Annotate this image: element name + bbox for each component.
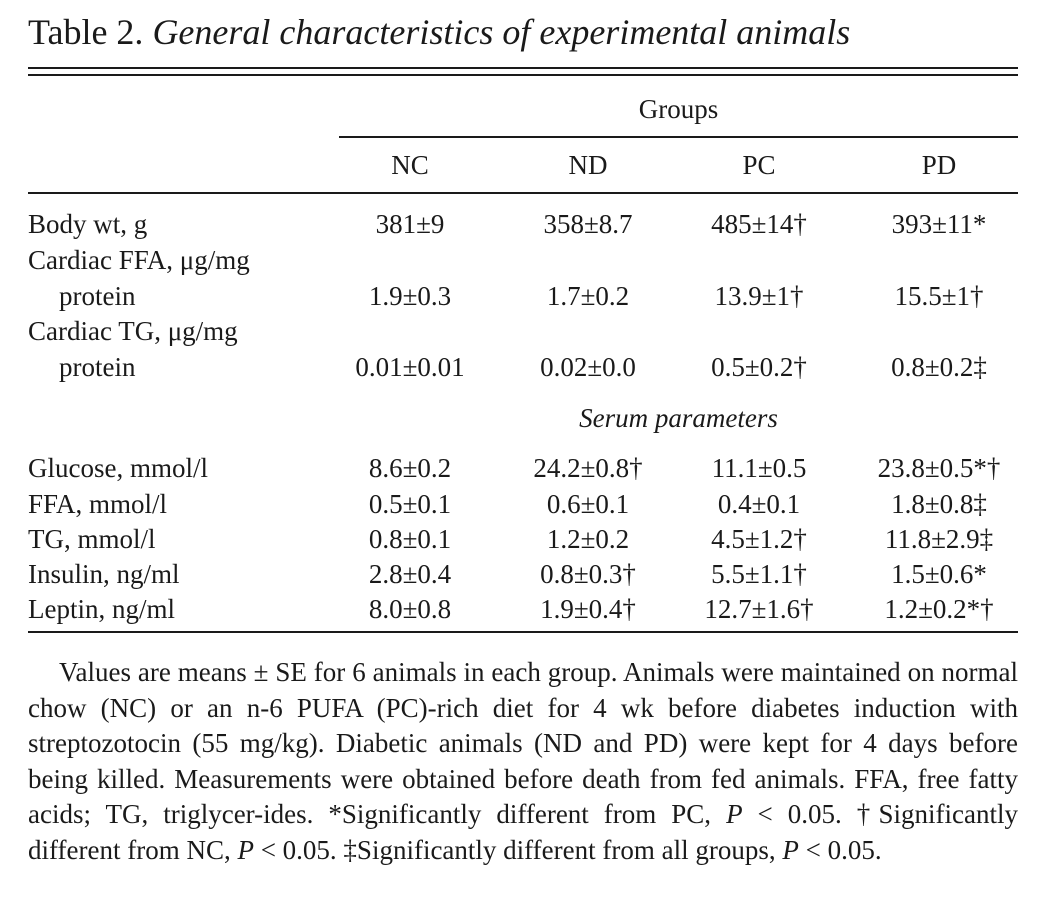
table-cell: 0.8±0.3†: [540, 559, 636, 589]
table-cell: 0.5±0.1: [368, 489, 452, 519]
table-cell: 0.5±0.2†: [711, 352, 807, 382]
table-cell: 393±11*: [891, 209, 987, 239]
row-label-ffa: FFA, mmol/l: [28, 489, 168, 519]
table-cell: 4.5±1.2†: [711, 524, 807, 554]
table-cell: 11.8±2.9‡: [884, 524, 994, 554]
footnote-text: < 0.05.: [798, 834, 882, 865]
table-cell: 1.5±0.6*: [891, 559, 987, 589]
table-cell: 1.2±0.2*†: [884, 594, 994, 624]
groups-header: Groups: [638, 94, 719, 124]
table-cell: 1.7±0.2: [546, 281, 630, 311]
column-header-pc: PC: [742, 150, 776, 180]
table-cell: 1.8±0.8‡: [891, 489, 987, 519]
table-cell: 15.5±1†: [894, 281, 984, 311]
table-cell: 0.8±0.1: [368, 524, 452, 554]
table-caption: General characteristics of experimental …: [152, 12, 851, 52]
table-cell: 358±8.7: [543, 209, 633, 239]
column-header-pd: PD: [921, 150, 957, 180]
row-label-leptin: Leptin, ng/ml: [28, 594, 175, 624]
table-cell: 2.8±0.4: [368, 559, 452, 589]
table-cell: 1.2±0.2: [546, 524, 630, 554]
table-title: Table 2. General characteristics of expe…: [28, 12, 850, 52]
row-label-insulin: Insulin, ng/ml: [28, 559, 180, 589]
groups-rule: [339, 136, 1018, 138]
row-label-line2: protein: [59, 352, 136, 382]
table-cell: 0.4±0.1: [717, 489, 801, 519]
table-cell: 5.5±1.1†: [711, 559, 807, 589]
row-label-cardiac-ffa: Cardiac FFA, μg/mg: [28, 245, 250, 275]
section-header-serum: Serum parameters: [579, 403, 778, 433]
bottom-rule: [28, 631, 1018, 633]
footnote-text: < 0.05. ‡Significantly different from al…: [253, 834, 783, 865]
row-label-tg: TG, mmol/l: [28, 524, 156, 554]
table-cell: 0.8±0.2‡: [891, 352, 987, 382]
table-cell: 24.2±0.8†: [533, 453, 643, 483]
table-cell: 12.7±1.6†: [704, 594, 814, 624]
top-rule-double: [28, 74, 1018, 76]
row-label-cardiac-tg: Cardiac TG, μg/mg: [28, 316, 238, 346]
table-cell: 0.6±0.1: [546, 489, 630, 519]
table-cell: 485±14†: [711, 209, 807, 239]
row-label-line2: protein: [59, 281, 136, 311]
footnote-p: P: [782, 834, 799, 865]
footnote-text: < 0.05. †Significantly different from NC…: [28, 799, 1019, 865]
footnote-text: Values are means ± SE for 6 animals in e…: [28, 657, 1018, 829]
table-cell: 8.0±0.8: [368, 594, 452, 624]
row-label-cardiac-ffa-cont: protein: [28, 279, 135, 313]
table-cell: 8.6±0.2: [368, 453, 452, 483]
table-cell: 0.02±0.0: [540, 352, 636, 382]
table-cell: 23.8±0.5*†: [877, 453, 1001, 483]
table-cell: 11.1±0.5: [711, 453, 807, 483]
column-header-nc: NC: [391, 150, 429, 180]
table-cell: 1.9±0.4†: [540, 594, 636, 624]
row-label-cardiac-tg-cont: protein: [28, 350, 135, 384]
footnote-p: P: [237, 834, 254, 865]
table-number: Table 2.: [28, 12, 144, 52]
table-cell: 13.9±1†: [714, 281, 804, 311]
table-cell: 381±9: [375, 209, 445, 239]
footnote-p: P: [726, 799, 743, 829]
column-header-nd: ND: [568, 150, 608, 180]
table-cell: 1.9±0.3: [368, 281, 452, 311]
header-rule: [28, 192, 1018, 194]
row-label-glucose: Glucose, mmol/l: [28, 453, 208, 483]
table-page: Table 2. General characteristics of expe…: [28, 0, 1018, 912]
table-footnote: Values are means ± SE for 6 animals in e…: [28, 655, 1018, 868]
top-rule: [28, 67, 1018, 69]
row-label-body-weight: Body wt, g: [28, 209, 148, 239]
table-cell: 0.01±0.01: [355, 352, 465, 382]
